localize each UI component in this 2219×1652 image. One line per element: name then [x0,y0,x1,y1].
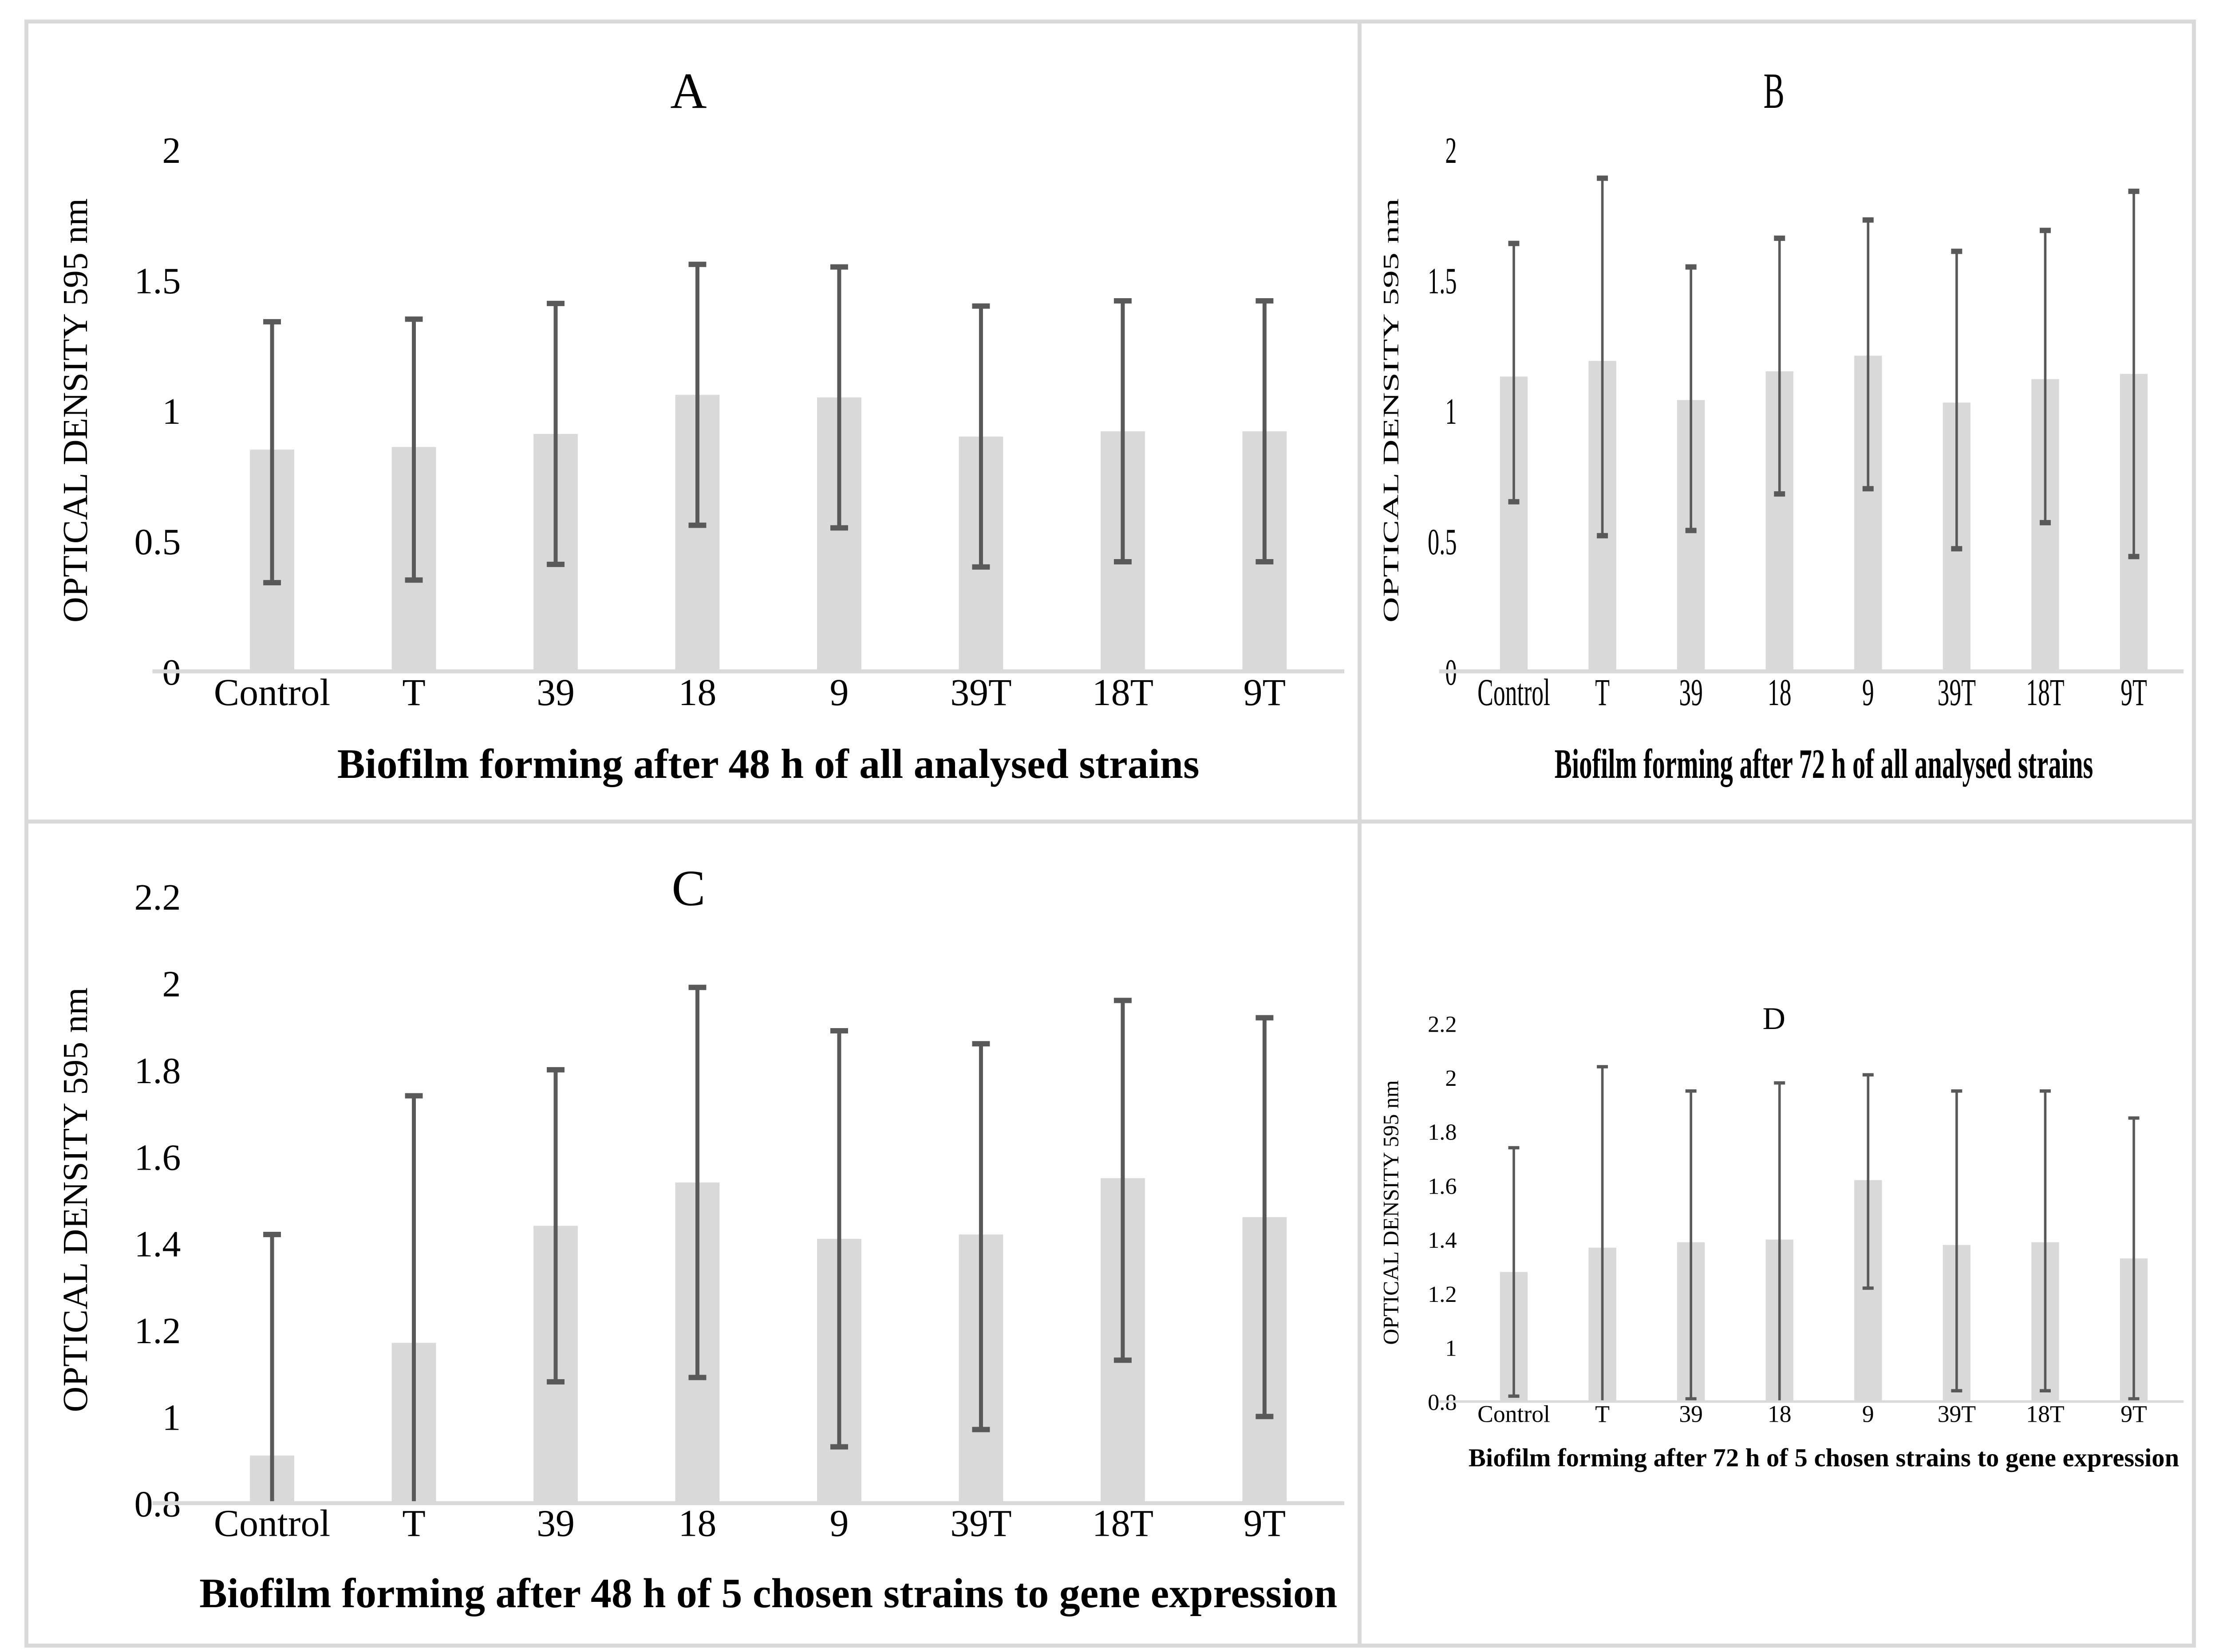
x-tick-label: Control [1477,671,1550,714]
y-tick-label: 1 [162,391,181,432]
x-tick-label: 39T [1938,671,1976,714]
y-tick-label: 0.5 [134,521,181,563]
y-tick-label: 1 [1445,391,1457,432]
x-tick-label: 39T [950,671,1011,714]
x-tick-label: 39 [1679,671,1703,714]
x-tick-label: T [1595,1401,1610,1427]
y-tick-label: 1.4 [1428,1227,1457,1253]
x-tick-label: 9 [1862,671,1874,714]
x-tick-label: 39T [950,1502,1011,1545]
x-tick-label: 9T [2120,1401,2147,1427]
y-tick-label: 2.2 [1428,1011,1457,1037]
x-tick-label: 18 [679,671,717,714]
panel-letter: D [1763,1001,1785,1036]
x-tick-label: 9T [1244,671,1286,714]
x-tick-label: 39 [537,671,575,714]
x-tick-label: 39 [537,1502,575,1545]
x-tick-label: 18T [2026,1401,2064,1427]
y-tick-label: 1.6 [1428,1173,1457,1199]
panel-letter: C [672,860,706,916]
x-axis-title: Biofilm forming after 72 h of all analys… [1555,741,2093,787]
x-tick-label: 9T [2120,671,2147,714]
x-tick-label: 39 [1679,1401,1703,1427]
y-tick-label: 1.5 [134,260,181,302]
y-tick-label: 0.5 [1428,522,1457,563]
x-tick-label: 9 [829,1502,849,1545]
x-tick-label: T [1595,671,1610,714]
x-axis-title: Biofilm forming after 48 h of 5 chosen s… [199,1570,1337,1617]
panel-d-cell: D 0.8 1 1.2 1.4 1.6 1.8 2 2.2 OPTICAL DENSITY 595… [1362,824,2192,1644]
y-tick-label: 2 [1445,1065,1457,1091]
y-tick-label: 1.4 [134,1224,181,1265]
x-tick-label: 18 [1768,1401,1792,1427]
x-tick-label: 18T [2026,671,2064,714]
x-tick-label: 39T [1938,1401,1976,1427]
y-tick-label: 1.2 [1428,1281,1457,1307]
y-tick-label: 2 [1445,130,1457,171]
y-tick-label: 1.2 [134,1310,181,1352]
x-tick-label: 18 [1768,671,1792,714]
x-tick-label: 18T [1092,671,1153,714]
y-axis-title: OPTICAL DENSITY 595 nm [1379,198,1403,623]
y-axis-title: OPTICAL DENSITY 595 nm [56,987,95,1412]
y-axis-title: OPTICAL DENSITY 595 nm [1378,1080,1403,1344]
x-axis-title: Biofilm forming after 48 h of all analys… [337,741,1200,787]
x-tick-label: 9T [1244,1502,1286,1545]
y-tick-label: 2 [162,963,181,1005]
y-tick-label: 1 [162,1397,181,1438]
y-tick-label: 1.5 [1428,261,1457,302]
y-tick-label: 1.8 [134,1050,181,1092]
x-tick-label: Control [214,671,330,714]
x-tick-label: T [402,671,425,714]
x-tick-label: Control [214,1502,330,1545]
x-tick-label: 18T [1092,1502,1153,1545]
y-tick-label: 1.6 [134,1137,181,1178]
panel-c-cell: C 0.8 1 1.2 1.4 1.6 1.8 2 2.2 OPTICAL DENSITY 595… [28,824,1358,1644]
x-tick-label: Control [1477,1401,1550,1427]
panel-letter: B [1764,63,1785,119]
y-tick-label: 2.2 [134,877,181,918]
y-tick-label: 2 [162,130,181,171]
y-tick-label: 1 [1445,1336,1457,1361]
x-axis-title: Biofilm forming after 72 h of 5 chosen s… [1469,1443,2179,1472]
panel-letter: A [670,63,707,119]
x-tick-label: 18 [679,1502,717,1545]
x-tick-label: T [402,1502,425,1545]
y-tick-label: 1.8 [1428,1120,1457,1145]
x-tick-label: 9 [829,671,849,714]
x-tick-label: 9 [1862,1401,1874,1427]
y-axis-title: OPTICAL DENSITY 595 nm [56,198,95,623]
